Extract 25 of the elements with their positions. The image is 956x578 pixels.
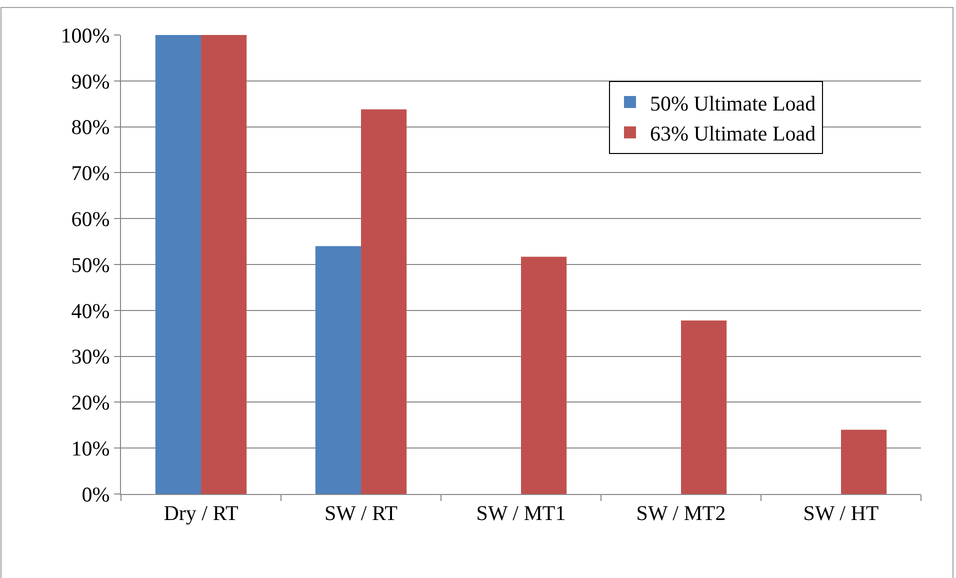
- x-tick-label: SW / HT: [803, 501, 879, 526]
- y-tick-label: 60%: [71, 206, 110, 231]
- x-tick-label: SW / RT: [324, 501, 398, 526]
- y-tick-label: 90%: [71, 69, 110, 94]
- x-tick-label: SW / MT1: [476, 501, 566, 526]
- bar: [201, 35, 247, 494]
- x-tick-label: SW / MT2: [636, 501, 726, 526]
- x-tick-label: Dry / RT: [164, 501, 238, 526]
- legend-label: 50% Ultimate Load: [650, 91, 816, 116]
- y-tick-label: 10%: [71, 436, 110, 460]
- y-tick-label: 70%: [71, 161, 110, 186]
- bar: [681, 320, 727, 494]
- bar: [841, 430, 887, 494]
- legend-label: 63% Ultimate Load: [650, 122, 816, 146]
- y-tick-label: 50%: [71, 252, 110, 277]
- y-tick-label: 40%: [71, 298, 110, 323]
- bar: [361, 109, 407, 494]
- y-tick-label: 30%: [71, 344, 110, 369]
- bar: [521, 256, 567, 494]
- y-tick-label: 100%: [60, 23, 110, 48]
- y-tick-label: 20%: [71, 390, 110, 415]
- bar: [315, 246, 361, 494]
- y-tick-label: 0%: [82, 482, 110, 506]
- y-tick-label: 80%: [71, 115, 110, 140]
- bar: [155, 35, 201, 494]
